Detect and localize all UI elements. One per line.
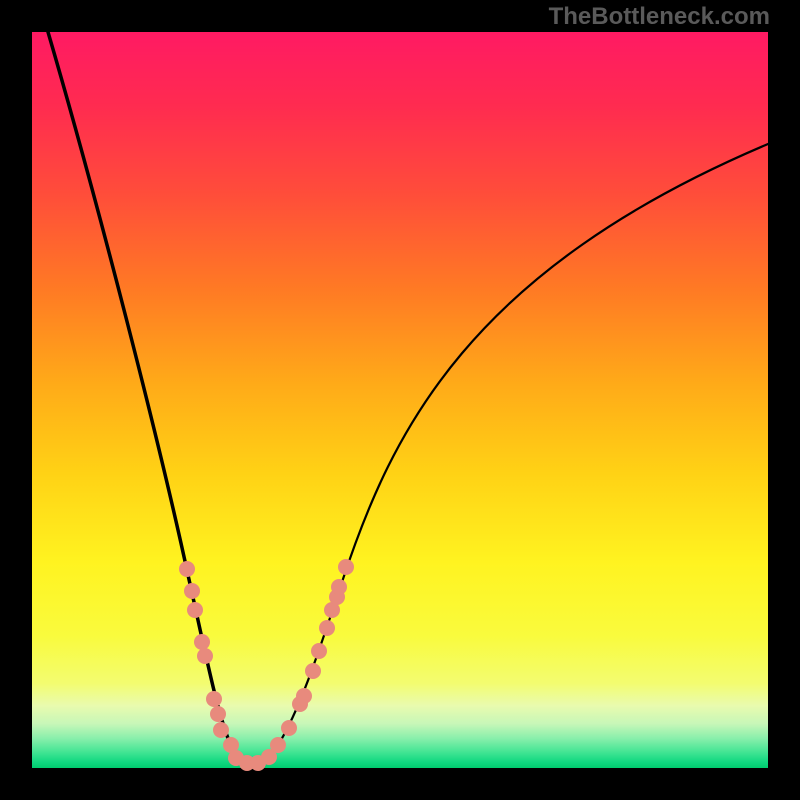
data-marker <box>331 579 347 595</box>
watermark-text: TheBottleneck.com <box>549 3 770 31</box>
data-marker <box>210 706 226 722</box>
data-marker <box>319 620 335 636</box>
data-marker <box>281 720 297 736</box>
data-marker <box>187 602 203 618</box>
data-marker <box>206 691 222 707</box>
data-marker <box>184 583 200 599</box>
data-marker <box>338 559 354 575</box>
curve-layer <box>0 0 800 800</box>
v-curve-left <box>48 32 252 764</box>
data-marker <box>197 648 213 664</box>
chart-canvas: TheBottleneck.com <box>0 0 800 800</box>
data-marker <box>305 663 321 679</box>
data-marker <box>311 643 327 659</box>
data-marker <box>270 737 286 753</box>
data-marker <box>179 561 195 577</box>
v-curve-right <box>252 144 768 764</box>
data-marker <box>296 688 312 704</box>
data-marker <box>213 722 229 738</box>
